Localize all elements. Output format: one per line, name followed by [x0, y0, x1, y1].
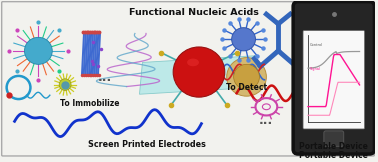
Text: Control: Control	[310, 43, 323, 47]
Text: To Immobilize: To Immobilize	[60, 99, 120, 108]
Circle shape	[232, 28, 256, 51]
Circle shape	[234, 64, 259, 89]
FancyBboxPatch shape	[303, 31, 364, 129]
Text: Signal: Signal	[310, 67, 321, 71]
Polygon shape	[139, 56, 256, 94]
Text: Functional Nucleic Acids: Functional Nucleic Acids	[129, 8, 259, 17]
Ellipse shape	[187, 58, 199, 66]
Circle shape	[227, 58, 266, 96]
Text: Portable Device: Portable Device	[299, 151, 368, 160]
FancyBboxPatch shape	[293, 2, 375, 154]
FancyBboxPatch shape	[324, 131, 344, 146]
Text: To Detect: To Detect	[226, 83, 267, 92]
Text: ...: ...	[259, 114, 274, 127]
FancyBboxPatch shape	[2, 2, 375, 156]
Text: Portable Device: Portable Device	[299, 142, 368, 151]
Circle shape	[59, 79, 71, 90]
Circle shape	[173, 47, 225, 97]
Text: Screen Printed Electrodes: Screen Printed Electrodes	[88, 140, 206, 149]
Text: ...: ...	[98, 71, 112, 84]
Circle shape	[25, 37, 52, 64]
